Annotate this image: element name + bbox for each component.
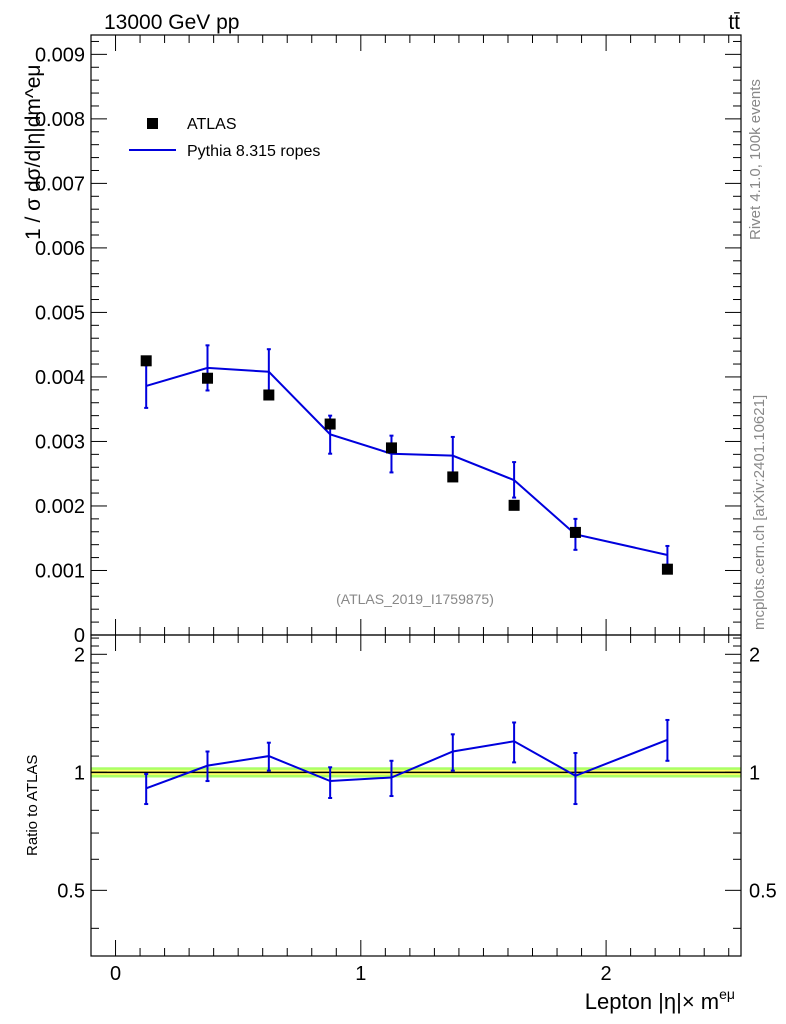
mc-line <box>145 366 668 556</box>
data-point <box>140 355 152 367</box>
main-y-tick-label: 0.008 <box>35 109 85 131</box>
x-axis-label-text: Lepton |η|× m <box>585 989 719 1014</box>
data-point <box>324 418 336 430</box>
ratio-x-ticks <box>115 635 730 956</box>
ratio-uncertainty-band <box>91 767 741 778</box>
main-y-tick-label: 0.003 <box>35 431 85 453</box>
main-x-ticks <box>115 35 730 635</box>
legend-mc-label: Pythia 8.315 ropes <box>187 143 320 160</box>
ratio-y-tick-labels: 2 2 1 1 0.5 0.5 <box>57 644 777 902</box>
data-point <box>202 372 214 384</box>
energy-label: 13000 GeV pp <box>104 11 239 34</box>
ratio-y-tick-label-left: 2 <box>74 644 85 666</box>
data-point <box>263 389 275 401</box>
data-point <box>569 526 581 538</box>
main-y-tick-labels: 0.009 0.008 0.007 0.006 0.005 0.004 0.003 0.002… <box>35 44 85 647</box>
x-tick-label: 1 <box>355 963 366 985</box>
ratio-y-tick-label-right: 2 <box>749 644 760 666</box>
ratio-x-tick-labels: 0 1 2 <box>110 963 612 985</box>
x-tick-label: 0 <box>110 963 121 985</box>
main-y-tick-label: 0.005 <box>35 302 85 324</box>
ratio-panel: 2 2 1 1 0.5 0.5 0 1 2 Ratio to ATLAS Lepton |η|… <box>24 634 777 1014</box>
data-point <box>447 471 459 483</box>
ratio-y-tick-label-left: 0.5 <box>57 880 85 902</box>
main-y-axis-label: 1 / σ dσ/d|η|dm^eμ <box>22 64 45 240</box>
ratio-y-ticks <box>91 637 741 929</box>
ratio-y-tick-label-left: 1 <box>74 762 85 784</box>
process-label: tt̄ <box>728 11 740 34</box>
x-axis-label: Lepton |η|× meμ <box>585 986 735 1014</box>
ratio-frame <box>90 634 742 957</box>
legend-data-marker <box>147 118 158 129</box>
data-series <box>140 355 673 575</box>
main-y-ticks <box>91 40 741 636</box>
ratio-y-tick-label-right: 0.5 <box>749 880 777 902</box>
main-y-tick-label: 0 <box>74 625 85 647</box>
data-point <box>661 563 673 575</box>
main-panel: 0.009 0.008 0.007 0.006 0.005 0.004 0.003 0.002… <box>22 34 742 647</box>
main-y-tick-label: 0.006 <box>35 238 85 260</box>
mcplots-label: mcplots.cern.ch [arXiv:2401.10621] <box>751 395 768 630</box>
main-y-tick-label: 0.009 <box>35 44 85 66</box>
mc-series <box>144 344 670 566</box>
ratio-y-axis-label: Ratio to ATLAS <box>24 755 41 856</box>
legend: ATLAS Pythia 8.315 ropes <box>129 116 320 160</box>
ratio-mc-line <box>145 738 668 790</box>
main-y-tick-label: 0.007 <box>35 173 85 195</box>
ratio-y-tick-label-right: 1 <box>749 762 760 784</box>
x-axis-label-superscript: eμ <box>719 986 735 1002</box>
legend-data-label: ATLAS <box>187 116 237 133</box>
main-y-tick-label: 0.004 <box>35 367 85 389</box>
main-y-tick-label: 0.002 <box>35 496 85 518</box>
rivet-version-label: Rivet 4.1.0, 100k events <box>747 79 764 240</box>
x-tick-label: 2 <box>601 963 612 985</box>
data-point <box>508 499 520 511</box>
ratio-mc-series <box>144 718 670 806</box>
analysis-id-label: (ATLAS_2019_I1759875) <box>336 591 494 607</box>
main-y-tick-label: 0.001 <box>35 560 85 582</box>
data-point <box>385 442 397 454</box>
